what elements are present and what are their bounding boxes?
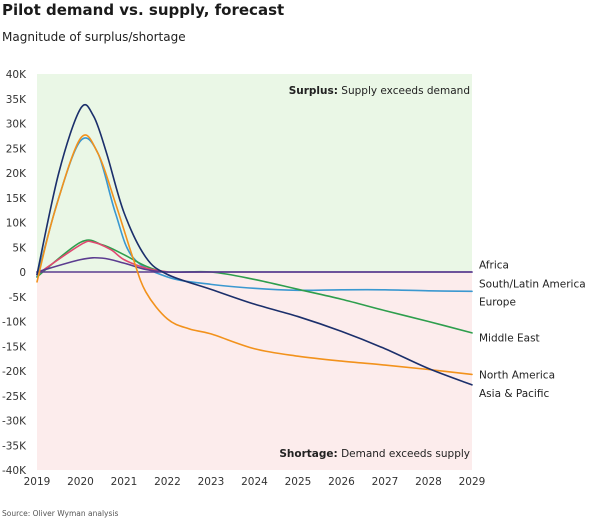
x-tick-label: 2024 xyxy=(241,476,268,488)
x-tick-label: 2027 xyxy=(372,476,399,488)
x-tick-label: 2020 xyxy=(67,476,94,488)
chart-subtitle: Magnitude of surplus/shortage xyxy=(2,30,186,44)
series-end-label: Middle East xyxy=(479,332,540,344)
series-lines xyxy=(36,103,473,386)
surplus-region xyxy=(37,74,472,272)
series-end-label: North America xyxy=(479,369,555,381)
x-tick-label: 2026 xyxy=(328,476,355,488)
y-tick-label: -30K xyxy=(2,416,27,428)
annotation-text: Supply exceeds demand xyxy=(338,85,470,97)
annotation-bold: Surplus: xyxy=(289,85,338,97)
series-end-labels: Africa South/Latin America Europe Middle Ea… xyxy=(479,260,586,400)
x-tick-label: 2023 xyxy=(198,476,225,488)
source-note: Source: Oliver Wyman analysis xyxy=(2,509,119,518)
y-tick-label: 20K xyxy=(6,168,27,180)
y-tick-label: -25K xyxy=(2,391,27,403)
y-tick-label: 30K xyxy=(6,119,27,131)
x-tick-label: 2022 xyxy=(154,476,181,488)
shortage-annotation: Shortage: Demand exceeds supply xyxy=(279,448,470,460)
annotation-text: Demand exceeds supply xyxy=(338,448,470,460)
series-line-pink xyxy=(36,240,169,276)
y-tick-label: 0 xyxy=(19,267,26,279)
y-tick-label: -40K xyxy=(2,465,27,477)
chart-title: Pilot demand vs. supply, forecast xyxy=(2,1,285,19)
y-tick-label: 10K xyxy=(6,218,27,230)
x-tick-label: 2019 xyxy=(24,476,51,488)
y-tick-label: -5K xyxy=(9,292,27,304)
series-end-label: Europe xyxy=(479,297,516,309)
surplus-annotation: Surplus: Supply exceeds demand xyxy=(289,85,470,97)
y-tick-label: 40K xyxy=(6,69,27,81)
series-line-north-america xyxy=(36,134,473,376)
x-tick-label: 2028 xyxy=(415,476,442,488)
y-tick-label: 15K xyxy=(6,193,27,205)
series-end-label: Asia & Pacific xyxy=(479,388,549,400)
series-end-label: Africa xyxy=(479,260,509,272)
series-line-asia-pacific xyxy=(36,103,473,386)
x-tick-label: 2029 xyxy=(459,476,486,488)
region-annotations: Surplus: Supply exceeds demand Shortage: … xyxy=(279,85,470,460)
y-tick-label: 25K xyxy=(6,143,27,155)
x-axis-labels: 2019 2020 2021 2022 2023 2024 2025 2026 2027 2028… xyxy=(24,476,486,488)
y-axis-labels: 40K 35K 30K 25K 20K 15K 10K 5K 0 -5K -10K -15K -20K -… xyxy=(2,69,27,477)
y-tick-label: 5K xyxy=(12,242,27,254)
x-tick-label: 2025 xyxy=(285,476,312,488)
y-tick-label: -35K xyxy=(2,440,27,452)
y-tick-label: 35K xyxy=(6,94,27,106)
annotation-bold: Shortage: xyxy=(279,448,337,460)
y-tick-label: -20K xyxy=(2,366,27,378)
y-tick-label: -10K xyxy=(2,317,27,329)
series-end-label: South/Latin America xyxy=(479,278,586,290)
shortage-region xyxy=(37,272,472,470)
x-tick-label: 2021 xyxy=(111,476,138,488)
y-tick-label: -15K xyxy=(2,341,27,353)
